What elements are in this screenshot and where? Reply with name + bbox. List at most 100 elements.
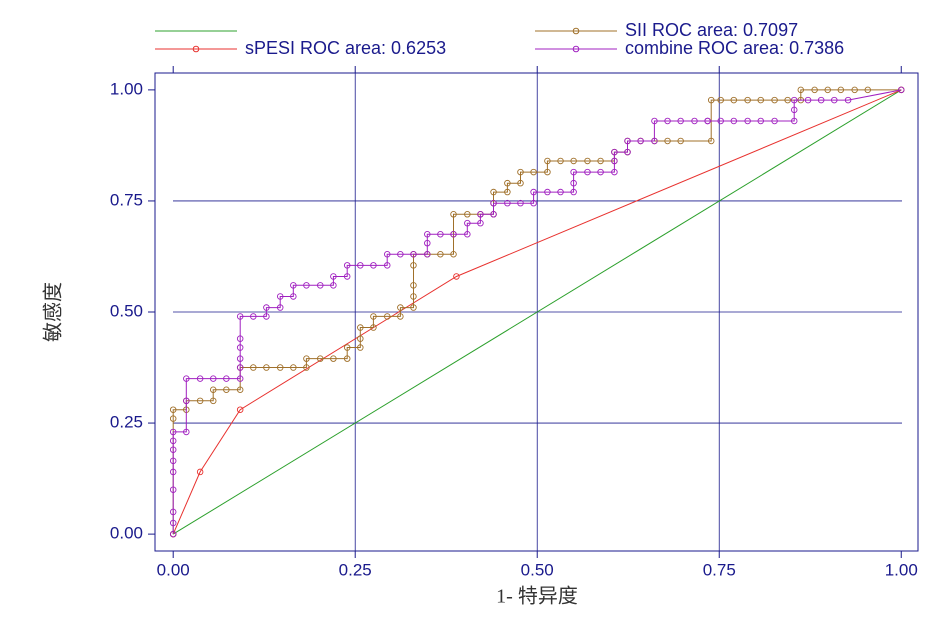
point: [250, 364, 257, 371]
point: [437, 231, 444, 238]
point: [303, 355, 310, 362]
point: [797, 86, 805, 94]
point: [236, 406, 244, 413]
point: [169, 437, 177, 445]
point: [677, 117, 684, 125]
x-tick-label: 0.00: [157, 560, 190, 579]
point: [771, 96, 778, 104]
point: [597, 157, 604, 165]
point: [169, 446, 177, 453]
point: [824, 86, 831, 94]
point: [730, 117, 738, 125]
x-tick-label: 0.25: [339, 560, 372, 579]
point: [651, 137, 658, 145]
point: [637, 137, 644, 145]
y-tick-label: 0.25: [110, 413, 143, 432]
point: [790, 106, 798, 114]
point: [330, 282, 337, 289]
point: [804, 96, 812, 104]
point: [477, 211, 484, 218]
y-tick-label: 0.75: [110, 190, 143, 209]
point: [223, 386, 230, 393]
point: [851, 86, 858, 94]
point: [169, 428, 177, 436]
point: [236, 375, 244, 382]
point: [544, 157, 551, 165]
point: [169, 486, 177, 493]
point: [651, 117, 658, 125]
point: [691, 117, 698, 125]
legend-label: sPESI ROC area: 0.6253: [245, 38, 446, 58]
point: [664, 137, 671, 145]
point: [183, 428, 190, 436]
point: [707, 96, 715, 104]
point: [290, 293, 297, 300]
point: [410, 304, 417, 311]
point: [557, 157, 564, 165]
point: [477, 219, 484, 227]
point: [236, 355, 244, 362]
point: [464, 231, 471, 238]
point: [570, 157, 577, 165]
point: [504, 188, 511, 196]
point: [530, 199, 537, 207]
point: [196, 397, 204, 405]
point: [704, 117, 711, 125]
legend-label: SII ROC area: 0.7097: [625, 20, 798, 40]
point: [624, 148, 631, 156]
point: [757, 96, 764, 104]
point: [370, 324, 377, 331]
point: [330, 273, 337, 280]
point: [570, 179, 577, 187]
legend-marker: [572, 27, 580, 35]
point: [530, 188, 537, 196]
point: [250, 313, 257, 320]
point: [790, 96, 798, 104]
point: [717, 117, 724, 125]
point: [223, 375, 230, 382]
point: [343, 344, 351, 351]
point: [490, 211, 497, 218]
point: [209, 375, 217, 382]
point: [570, 188, 577, 196]
y-axis-title: 敏感度: [42, 282, 65, 342]
point: [424, 231, 431, 238]
point: [544, 168, 551, 176]
point: [410, 282, 417, 289]
point: [183, 397, 190, 405]
point: [397, 313, 404, 320]
point: [831, 96, 838, 104]
point: [236, 364, 244, 371]
point: [517, 179, 524, 187]
point: [490, 199, 497, 207]
x-tick-label: 1.00: [885, 560, 918, 579]
point: [276, 364, 284, 371]
point: [837, 86, 845, 94]
point: [784, 96, 791, 104]
point: [209, 397, 217, 405]
point: [757, 117, 764, 125]
point: [183, 375, 190, 382]
point: [730, 96, 738, 104]
point: [717, 96, 724, 104]
legend-marker: [192, 45, 200, 53]
point: [504, 179, 511, 187]
point: [169, 406, 177, 413]
point: [169, 530, 177, 538]
point: [383, 313, 391, 320]
legend-label: combine ROC area: 0.7386: [625, 38, 844, 58]
point: [290, 282, 297, 289]
point: [450, 231, 457, 238]
series-line: [172, 89, 902, 535]
point: [169, 508, 177, 516]
point: [744, 96, 751, 104]
point: [169, 457, 177, 465]
point: [383, 250, 391, 258]
y-tick-label: 0.00: [110, 524, 143, 543]
point: [453, 273, 460, 280]
point: [357, 344, 364, 351]
point: [570, 168, 577, 176]
point: [450, 250, 457, 258]
point: [196, 468, 204, 476]
point: [611, 148, 618, 156]
